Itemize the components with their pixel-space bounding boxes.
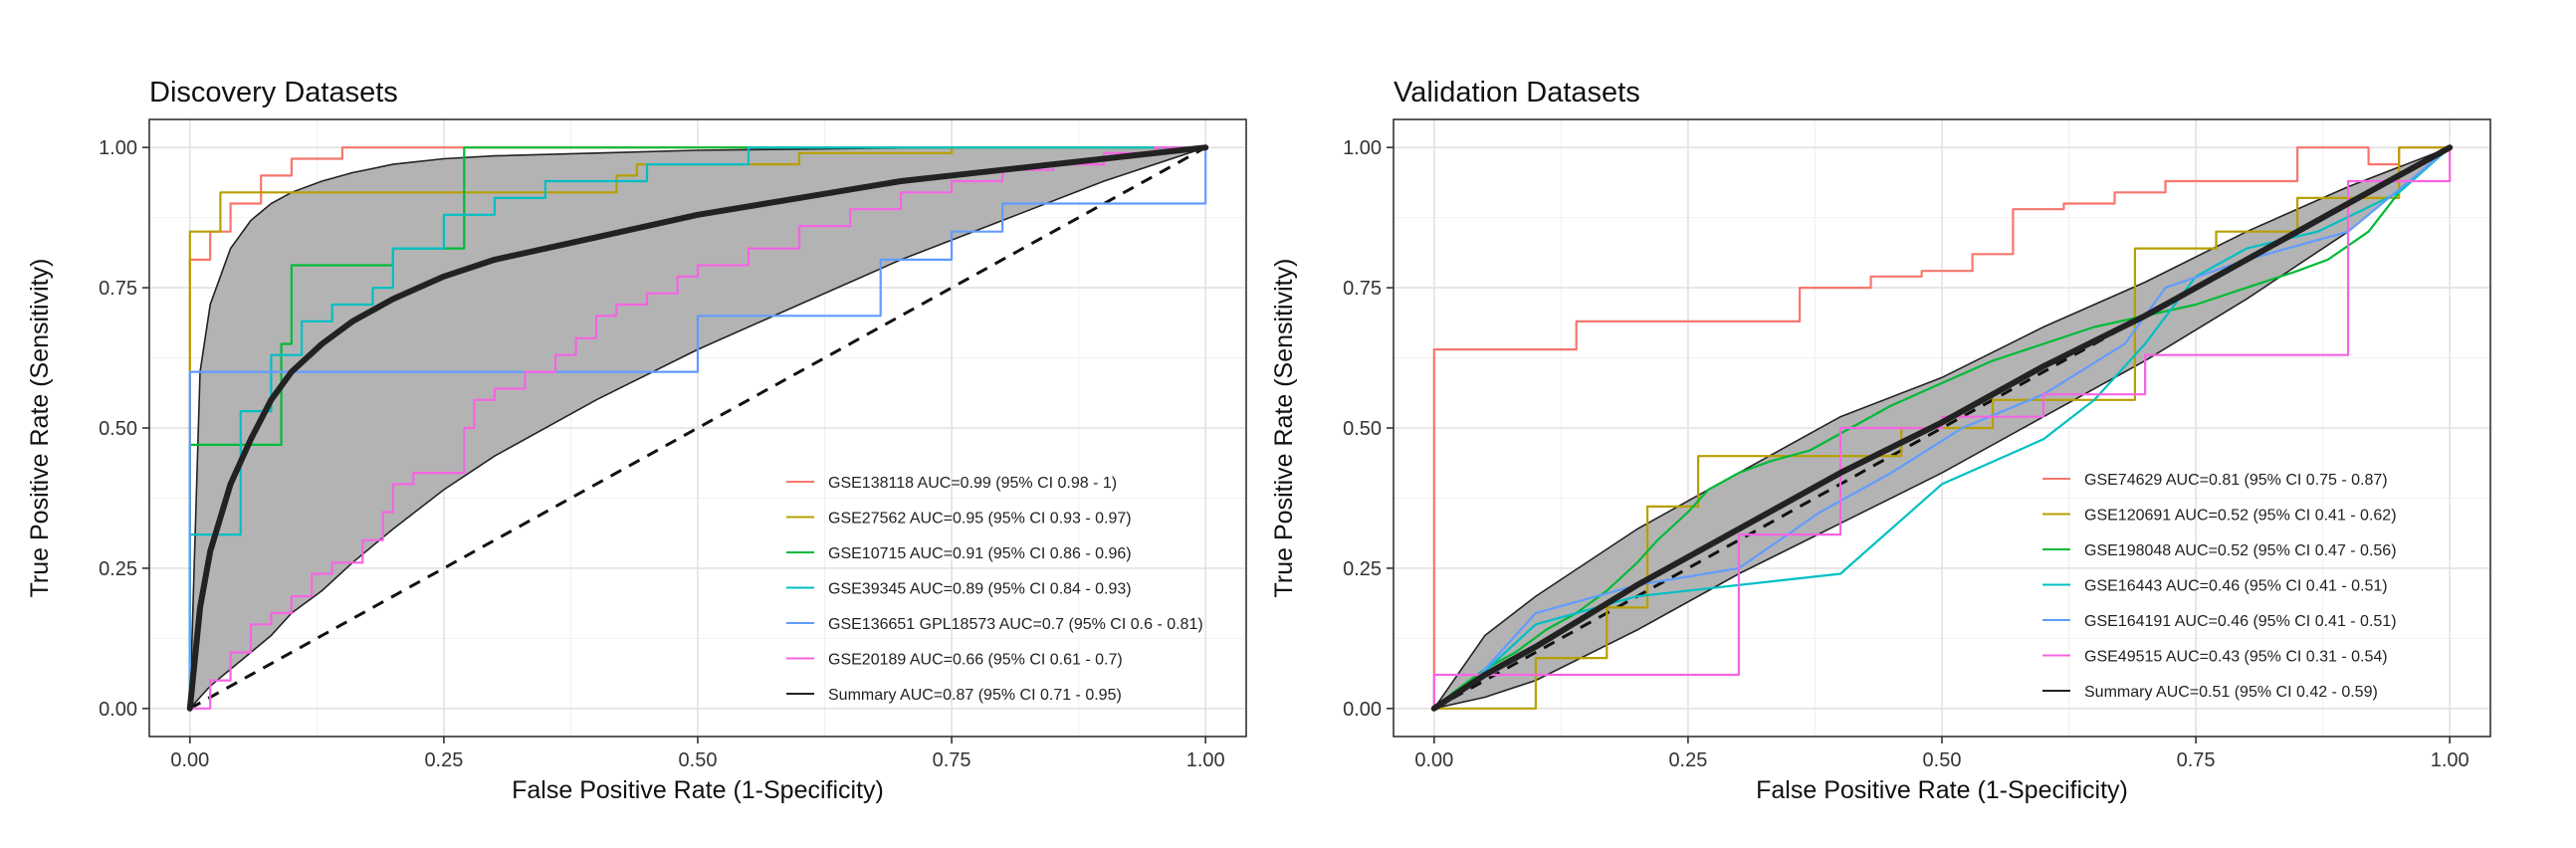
- axes: 0.00 0.25 0.50 0.75 1.00 0.00 0.25 0.50 0.75 1.00: [99, 137, 1225, 771]
- x-tick-label: 0.75: [933, 749, 971, 771]
- x-tick-label: 0.25: [1668, 749, 1707, 771]
- y-tick-label: 0.50: [1343, 418, 1382, 440]
- x-tick-label: 1.00: [2431, 749, 2469, 771]
- roc-curve-5: [1432, 147, 2452, 709]
- validation-panel: 0.00 0.25 0.50 0.75 1.00 0.00 0.25 0.50 0.75 1.00…: [1270, 77, 2491, 804]
- legend-item: GSE16443 AUC=0.46 (95% CI 0.41 - 0.51): [2042, 578, 2388, 595]
- legend: GSE74629 AUC=0.81 (95% CI 0.75 - 0.87) GS…: [2042, 472, 2397, 701]
- legend-label: GSE27562 AUC=0.95 (95% CI 0.93 - 0.97): [828, 511, 1132, 528]
- plot-area: [1430, 144, 2454, 712]
- discovery-panel: 0.00 0.25 0.50 0.75 1.00 0.00 0.25 0.50 0.75 1.00…: [26, 77, 1247, 804]
- y-tick-label: 1.00: [1343, 137, 1382, 159]
- y-tick-label: 0.00: [1343, 699, 1382, 721]
- legend-item: GSE138118 AUC=0.99 (95% CI 0.98 - 1): [786, 475, 1117, 492]
- y-tick-label: 0.00: [99, 699, 137, 721]
- chance-diagonal: [189, 145, 1206, 711]
- legend-item: GSE120691 AUC=0.52 (95% CI 0.41 - 0.62): [2042, 508, 2397, 525]
- y-axis-title: True Positive Rate (Sensitivity): [1270, 259, 1298, 598]
- x-tick-label: 0.75: [2177, 749, 2216, 771]
- roc-curve-4: [188, 147, 1207, 709]
- y-tick-label: 1.00: [99, 137, 137, 159]
- summary-curve: [1430, 144, 2454, 712]
- x-tick-label: 0.50: [679, 749, 718, 771]
- legend-item: GSE164191 AUC=0.46 (95% CI 0.41 - 0.51): [2042, 613, 2397, 630]
- plot-area: [186, 144, 1209, 712]
- roc-curve-1: [188, 146, 1206, 709]
- summary-curve: [186, 144, 1209, 712]
- legend-label: GSE136651 GPL18573 AUC=0.7 (95% CI 0.6 -…: [828, 616, 1203, 633]
- legend-label: GSE10715 AUC=0.91 (95% CI 0.86 - 0.96): [828, 545, 1132, 562]
- y-tick-label: 0.25: [99, 558, 137, 580]
- axes: 0.00 0.25 0.50 0.75 1.00 0.00 0.25 0.50 0.75 1.00: [1343, 137, 2469, 771]
- y-tick-label: 0.75: [99, 278, 137, 300]
- chart-title: Discovery Datasets: [149, 77, 398, 108]
- roc-curve-3: [188, 146, 1206, 709]
- legend-item: GSE74629 AUC=0.81 (95% CI 0.75 - 0.87): [2042, 472, 2388, 489]
- legend-label: GSE49515 AUC=0.43 (95% CI 0.31 - 0.54): [2084, 649, 2388, 666]
- roc-curve-1: [1433, 146, 2451, 710]
- legend-label: GSE164191 AUC=0.46 (95% CI 0.41 - 0.51): [2084, 613, 2397, 630]
- legend-label: Summary AUC=0.51 (95% CI 0.42 - 0.59): [2084, 684, 2378, 701]
- roc-curve-0: [1432, 146, 2451, 709]
- legend-label: Summary AUC=0.87 (95% CI 0.71 - 0.95): [828, 687, 1122, 704]
- legend-label: GSE120691 AUC=0.52 (95% CI 0.41 - 0.62): [2084, 508, 2397, 525]
- x-tick-label: 0.25: [424, 749, 463, 771]
- legend-item: Summary AUC=0.87 (95% CI 0.71 - 0.95): [786, 687, 1122, 704]
- legend-label: GSE39345 AUC=0.89 (95% CI 0.84 - 0.93): [828, 581, 1132, 598]
- y-tick-label: 0.50: [99, 418, 137, 440]
- x-tick-label: 0.50: [1923, 749, 1962, 771]
- legend-item: Summary AUC=0.51 (95% CI 0.42 - 0.59): [2042, 684, 2378, 701]
- legend-label: GSE20189 AUC=0.66 (95% CI 0.61 - 0.7): [828, 652, 1123, 669]
- x-tick-label: 1.00: [1186, 749, 1225, 771]
- x-tick-label: 0.00: [170, 749, 209, 771]
- y-axis-title: True Positive Rate (Sensitivity): [26, 259, 54, 598]
- legend-item: GSE39345 AUC=0.89 (95% CI 0.84 - 0.93): [786, 581, 1132, 598]
- legend-item: GSE20189 AUC=0.66 (95% CI 0.61 - 0.7): [786, 652, 1123, 669]
- legend-item: GSE27562 AUC=0.95 (95% CI 0.93 - 0.97): [786, 511, 1132, 528]
- legend-label: GSE74629 AUC=0.81 (95% CI 0.75 - 0.87): [2084, 472, 2388, 489]
- chart-title: Validation Datasets: [1394, 77, 1640, 108]
- legend-item: GSE136651 GPL18573 AUC=0.7 (95% CI 0.6 -…: [786, 616, 1203, 633]
- roc-curve-5: [189, 146, 1206, 710]
- y-tick-label: 0.25: [1343, 558, 1382, 580]
- legend-label: GSE198048 AUC=0.52 (95% CI 0.47 - 0.56): [2084, 542, 2397, 559]
- roc-curve-3: [1433, 146, 2451, 710]
- legend-item: GSE198048 AUC=0.52 (95% CI 0.47 - 0.56): [2042, 542, 2397, 559]
- x-tick-label: 0.00: [1414, 749, 1453, 771]
- legend: GSE138118 AUC=0.99 (95% CI 0.98 - 1) GSE2…: [786, 475, 1203, 704]
- legend-item: GSE49515 AUC=0.43 (95% CI 0.31 - 0.54): [2042, 649, 2388, 666]
- roc-curve-2: [1433, 146, 2451, 710]
- legend-label: GSE16443 AUC=0.46 (95% CI 0.41 - 0.51): [2084, 578, 2388, 595]
- roc-curve-0: [188, 146, 1206, 709]
- legend-label: GSE138118 AUC=0.99 (95% CI 0.98 - 1): [828, 475, 1117, 492]
- legend-item: GSE10715 AUC=0.91 (95% CI 0.86 - 0.96): [786, 545, 1132, 562]
- x-axis-title: False Positive Rate (1-Specificity): [512, 776, 884, 804]
- x-axis-title: False Positive Rate (1-Specificity): [1756, 776, 2128, 804]
- y-tick-label: 0.75: [1343, 278, 1382, 300]
